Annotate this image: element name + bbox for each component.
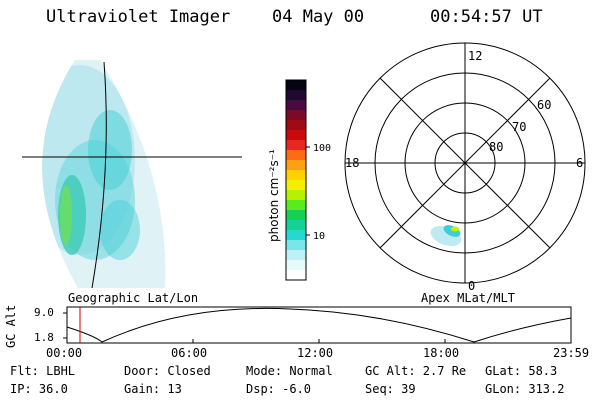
colorbar-band xyxy=(286,170,306,181)
apex-panel-label: Apex MLat/MLT xyxy=(421,291,515,305)
alt-xtick-1200: 12:00 xyxy=(297,346,334,360)
info-ip: IP: 36.0 xyxy=(10,382,68,396)
info-glat: GLat: 58.3 xyxy=(485,364,558,378)
alt-xtick-0000: 00:00 xyxy=(46,346,83,360)
info-seq: Seq: 39 xyxy=(365,382,416,396)
date-label: 04 May 00 xyxy=(272,7,365,27)
colorbar-band xyxy=(286,260,306,271)
instrument-title: Ultraviolet Imager xyxy=(46,7,231,27)
info-gcalt: GC Alt: 2.7 Re xyxy=(365,364,467,378)
mlt-label-12: 12 xyxy=(468,49,482,63)
lat-label-80: 80 xyxy=(489,140,503,154)
lat-label-70: 70 xyxy=(512,120,526,134)
info-mode: Mode: Normal xyxy=(246,364,333,378)
lat-label-60: 60 xyxy=(537,98,551,112)
altitude-curve xyxy=(66,307,572,343)
alt-xtick-0600: 06:00 xyxy=(171,346,208,360)
time-label: 00:54:57 UT xyxy=(430,7,543,27)
colorbar-unit-label: photon cm⁻²s⁻¹ xyxy=(267,149,281,242)
alt-xtick-1800: 18:00 xyxy=(423,346,460,360)
colorbar-band xyxy=(286,230,306,241)
colorbar-band xyxy=(286,100,306,111)
colorbar-band xyxy=(286,120,306,131)
colorbar-band xyxy=(286,270,306,281)
colorbar-band xyxy=(286,90,306,101)
colorbar-band xyxy=(286,80,306,91)
colorbar-band xyxy=(286,160,306,171)
colorbar-band xyxy=(286,190,306,201)
info-gain: Gain: 13 xyxy=(124,382,182,396)
info-flt: Flt: LBHL xyxy=(10,364,76,378)
colorbar-band xyxy=(286,220,306,231)
colorbar-band xyxy=(286,130,306,141)
colorbar-band xyxy=(286,180,306,191)
info-door: Door: Closed xyxy=(124,364,211,378)
colorbar-band xyxy=(286,250,306,261)
alt-xtick-2359: 23:59 xyxy=(553,346,590,360)
colorbar-frame xyxy=(285,79,307,281)
altitude-plot xyxy=(63,306,572,344)
mlt-label-6: 6 xyxy=(576,156,583,170)
colorbar-band xyxy=(286,240,306,251)
colorbar-band xyxy=(286,200,306,211)
polar-aurora xyxy=(430,225,462,247)
polar-plot xyxy=(344,42,586,284)
colorbar-band xyxy=(286,210,306,221)
geographic-panel-label: Geographic Lat/Lon xyxy=(68,291,199,305)
colorbar-band xyxy=(286,110,306,121)
geographic-image xyxy=(22,60,242,289)
alt-ylabel: GC Alt xyxy=(4,304,18,348)
colorbar-label-10: 10 xyxy=(313,231,325,242)
info-glon: GLon: 313.2 xyxy=(485,382,565,396)
colorbar-band xyxy=(286,150,306,161)
colorbar xyxy=(286,80,306,281)
mlt-label-0: 0 xyxy=(468,279,475,293)
alt-ytick-low: 1.8 xyxy=(34,331,54,344)
alt-ytick-high: 9.0 xyxy=(34,306,54,319)
mlt-label-18: 18 xyxy=(345,156,359,170)
info-dsp: Dsp: -6.0 xyxy=(246,382,312,396)
colorbar-label-100: 100 xyxy=(313,143,331,154)
colorbar-band xyxy=(286,140,306,151)
